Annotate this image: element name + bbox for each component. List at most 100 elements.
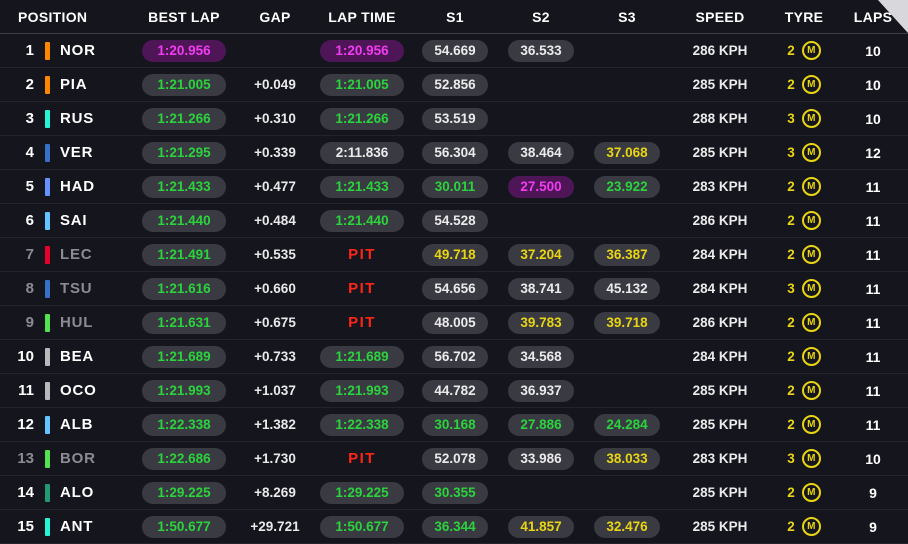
position-number: 2 — [25, 76, 34, 93]
driver-code: OCO — [60, 382, 97, 399]
header-speed: SPEED — [695, 8, 745, 25]
gap-value: +1.037 — [254, 383, 296, 398]
tyre-stint-count: 2 — [787, 213, 795, 228]
speed-value: 285 KPH — [692, 145, 748, 160]
sector3-time: 39.718 — [594, 311, 660, 334]
sector1-time: 56.304 — [422, 141, 488, 164]
sector1-time: 53.519 — [422, 107, 488, 130]
sector2-time: 39.783 — [508, 311, 574, 334]
medium-tyre-icon: M — [801, 211, 821, 230]
speed-value: 286 KPH — [692, 315, 748, 330]
laps-count: 11 — [865, 246, 881, 263]
team-color-bar — [45, 75, 50, 94]
gap-value: +0.660 — [254, 281, 296, 296]
driver-code: ALB — [60, 416, 94, 433]
team-color-bar — [45, 279, 50, 298]
last-lap-time: 2:11.836 — [320, 141, 404, 164]
speed-value: 285 KPH — [692, 519, 748, 534]
gap-value: +0.049 — [254, 77, 296, 92]
gap-value: +1.382 — [254, 417, 296, 432]
tyre-compound-letter: M — [807, 249, 816, 260]
position-number: 1 — [25, 42, 34, 59]
laps-count: 11 — [865, 314, 881, 331]
tyre-stint-count: 2 — [787, 519, 795, 534]
position-number: 11 — [18, 382, 34, 399]
table-row[interactable]: 1 NOR 1:20.956 1:20.956 54.669 36.533 28… — [0, 34, 908, 68]
speed-value: 288 KPH — [692, 111, 748, 126]
table-row[interactable]: 9 HUL 1:21.631 +0.675 PIT 48.005 39.783 … — [0, 306, 908, 340]
sector1-time: 52.856 — [422, 73, 488, 96]
tyre-stint-count: 2 — [787, 179, 795, 194]
position-number: 15 — [17, 518, 34, 535]
speed-value: 285 KPH — [692, 417, 748, 432]
medium-tyre-icon: M — [801, 347, 821, 366]
table-row[interactable]: 5 HAD 1:21.433 +0.477 1:21.433 30.011 27… — [0, 170, 908, 204]
gap-value: +0.484 — [254, 213, 296, 228]
tyre-compound-letter: M — [807, 351, 816, 362]
speed-value: 283 KPH — [692, 451, 748, 466]
medium-tyre-icon: M — [801, 143, 821, 162]
table-row[interactable]: 14 ALO 1:29.225 +8.269 1:29.225 30.355 2… — [0, 476, 908, 510]
team-color-bar — [45, 41, 50, 60]
gap-value: +29.721 — [250, 519, 300, 534]
speed-value: 285 KPH — [692, 485, 748, 500]
best-lap-time: 1:21.689 — [142, 345, 226, 368]
sector1-time: 54.528 — [422, 209, 488, 232]
tyre-stint-count: 3 — [787, 145, 795, 160]
table-row[interactable]: 8 TSU 1:21.616 +0.660 PIT 54.656 38.741 … — [0, 272, 908, 306]
table-row[interactable]: 7 LEC 1:21.491 +0.535 PIT 49.718 37.204 … — [0, 238, 908, 272]
team-color-bar — [45, 483, 50, 502]
table-row[interactable]: 2 PIA 1:21.005 +0.049 1:21.005 52.856 28… — [0, 68, 908, 102]
tyre-compound-letter: M — [807, 215, 816, 226]
sector2-time: 34.568 — [508, 345, 574, 368]
best-lap-time: 1:21.631 — [142, 311, 226, 334]
tyre-stint-count: 3 — [787, 111, 795, 126]
medium-tyre-icon: M — [801, 483, 821, 502]
position-number: 3 — [25, 110, 34, 127]
driver-code: LEC — [60, 246, 93, 263]
table-row[interactable]: 15 ANT 1:50.677 +29.721 1:50.677 36.344 … — [0, 510, 908, 544]
header-s1: S1 — [446, 8, 464, 25]
header-gap: GAP — [259, 8, 291, 25]
last-lap-time: PIT — [348, 449, 376, 467]
driver-code: VER — [60, 144, 94, 161]
table-row[interactable]: 12 ALB 1:22.338 +1.382 1:22.338 30.168 2… — [0, 408, 908, 442]
laps-count: 9 — [869, 518, 877, 535]
header-s2: S2 — [532, 8, 550, 25]
tyre-compound-letter: M — [807, 453, 816, 464]
sector2-time: 36.533 — [508, 39, 574, 62]
team-color-bar — [45, 347, 50, 366]
medium-tyre-icon: M — [801, 245, 821, 264]
table-row[interactable]: 6 SAI 1:21.440 +0.484 1:21.440 54.528 28… — [0, 204, 908, 238]
laps-count: 10 — [865, 42, 881, 59]
sector1-time: 36.344 — [422, 515, 488, 538]
gap-value: +1.730 — [254, 451, 296, 466]
table-row[interactable]: 11 OCO 1:21.993 +1.037 1:21.993 44.782 3… — [0, 374, 908, 408]
best-lap-time: 1:21.616 — [142, 277, 226, 300]
last-lap-time: 1:29.225 — [320, 481, 404, 504]
sector1-time: 54.656 — [422, 277, 488, 300]
tyre-stint-count: 2 — [787, 43, 795, 58]
medium-tyre-icon: M — [801, 381, 821, 400]
speed-value: 286 KPH — [692, 43, 748, 58]
sector3-time: 37.068 — [594, 141, 660, 164]
header-lap-time: LAP TIME — [328, 8, 396, 25]
gap-value: +0.477 — [254, 179, 296, 194]
sector2-time: 33.986 — [508, 447, 574, 470]
table-row[interactable]: 4 VER 1:21.295 +0.339 2:11.836 56.304 38… — [0, 136, 908, 170]
best-lap-time: 1:50.677 — [142, 515, 226, 538]
tyre-compound-letter: M — [807, 113, 816, 124]
table-row[interactable]: 13 BOR 1:22.686 +1.730 PIT 52.078 33.986… — [0, 442, 908, 476]
speed-value: 285 KPH — [692, 77, 748, 92]
position-number: 12 — [17, 416, 34, 433]
position-number: 13 — [17, 450, 34, 467]
tyre-compound-letter: M — [807, 385, 816, 396]
sector2-time: 36.937 — [508, 379, 574, 402]
sector3-time: 36.387 — [594, 243, 660, 266]
laps-count: 9 — [869, 484, 877, 501]
sector1-time: 44.782 — [422, 379, 488, 402]
table-row[interactable]: 3 RUS 1:21.266 +0.310 1:21.266 53.519 28… — [0, 102, 908, 136]
position-number: 5 — [25, 178, 34, 195]
table-row[interactable]: 10 BEA 1:21.689 +0.733 1:21.689 56.702 3… — [0, 340, 908, 374]
